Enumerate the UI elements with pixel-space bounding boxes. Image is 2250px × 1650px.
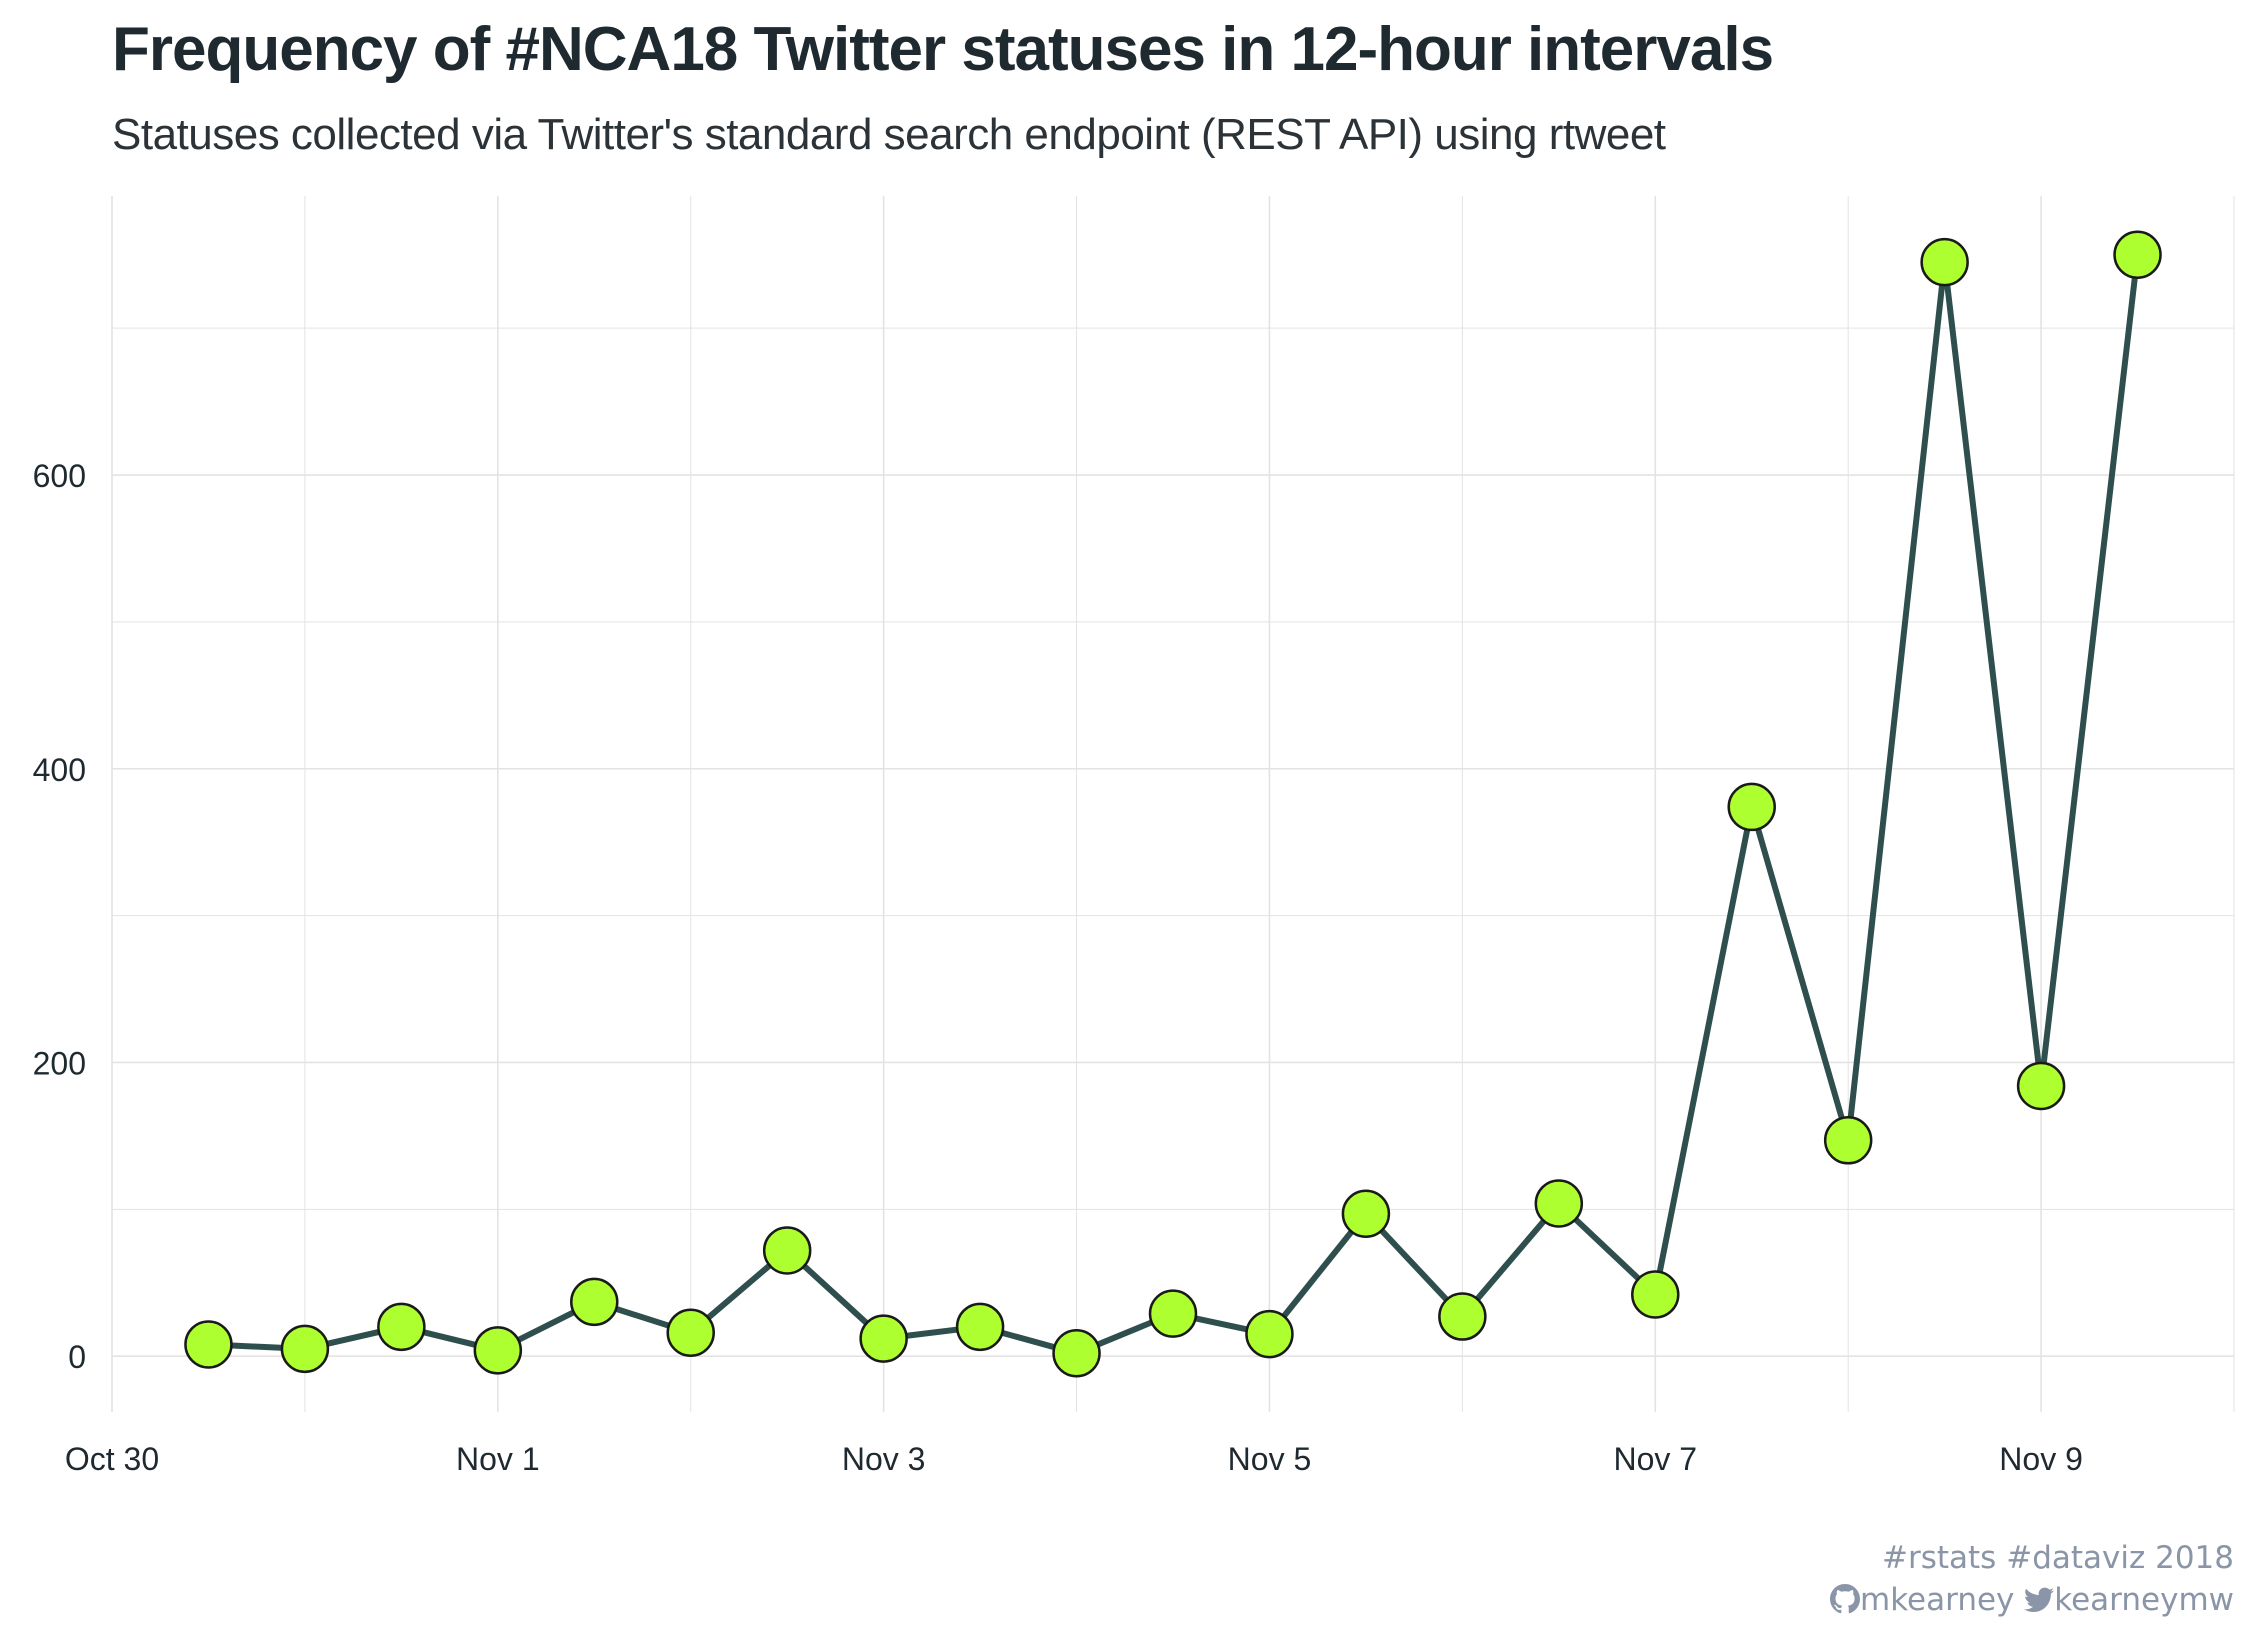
data-point [1052,1329,1101,1378]
data-point [184,1320,233,1369]
x-tick-label: Nov 9 [1999,1441,2083,1477]
x-tick-label: Nov 1 [456,1441,540,1477]
caption-twitter-handle: kearneymw [2054,1582,2234,1618]
data-point [1727,782,1776,832]
y-tick-label: 200 [33,1045,86,1081]
minor-gridlines [112,196,2235,1412]
y-axis-tick-labels: 0 200 400 600 [33,458,86,1375]
data-point [955,1302,1005,1352]
data-point [1341,1189,1391,1238]
data-point [666,1308,715,1357]
x-tick-label: Nov 5 [1228,1441,1312,1477]
caption-github-handle: mkearney [1860,1582,2015,1618]
caption-line-2: mkearney kearneymw [1830,1582,2234,1618]
caption-line-1: #rstats #dataviz 2018 [1882,1540,2234,1576]
caption-dataviz: dataviz 2018 [2032,1540,2234,1576]
data-point [377,1302,426,1352]
data-point [1920,237,1969,287]
y-tick-label: 400 [33,752,86,788]
data-point [473,1326,523,1375]
chart-subtitle: Statuses collected via Twitter's standar… [112,110,1666,159]
x-tick-label: Nov 3 [842,1441,926,1477]
y-tick-label: 600 [33,458,86,494]
data-point [762,1226,812,1275]
data-point [1631,1270,1680,1319]
github-icon [1830,1582,1861,1618]
y-tick-label: 0 [68,1339,86,1375]
data-point [1534,1179,1584,1228]
data-point [2113,230,2162,279]
data-point [280,1324,330,1374]
data-point [1438,1292,1487,1341]
caption-rstats: rstats [1907,1540,1997,1576]
hashtag-icon: # [1882,1540,1908,1576]
data-point [1823,1116,1873,1165]
data-point [859,1314,908,1363]
x-tick-label: Oct 30 [65,1441,159,1477]
hashtag-icon: # [2006,1540,2033,1576]
data-point [1245,1309,1294,1359]
x-tick-label: Nov 7 [1613,1441,1697,1477]
chart-title: Frequency of #NCA18 Twitter statuses in … [112,15,1774,84]
major-gridlines [111,196,2234,1412]
data-point [1148,1289,1198,1338]
data-points [184,230,2162,1378]
twitter-icon [2024,1582,2055,1618]
data-point [570,1277,619,1327]
data-point [2016,1061,2066,1111]
x-axis-tick-labels: Oct 30 Nov 1 Nov 3 Nov 5 Nov 7 Nov 9 [65,1441,2083,1477]
